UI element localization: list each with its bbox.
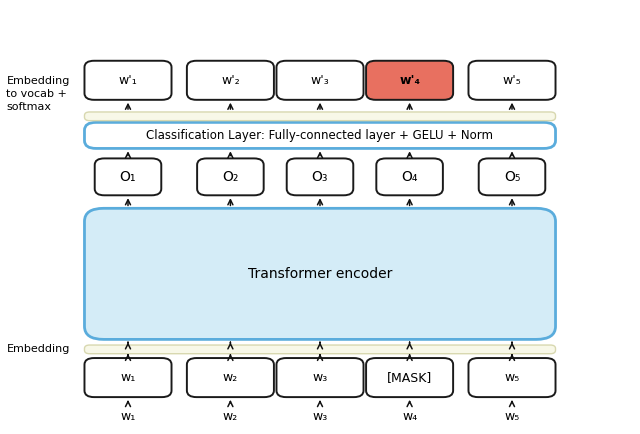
Text: w₃: w₃ [312,410,328,423]
Text: Embedding: Embedding [6,344,70,355]
FancyBboxPatch shape [197,158,264,195]
FancyBboxPatch shape [468,61,556,100]
FancyBboxPatch shape [366,61,453,100]
Text: w₁: w₁ [120,371,136,384]
Text: w'₅: w'₅ [502,74,522,87]
Text: O₃: O₃ [312,170,328,184]
FancyBboxPatch shape [468,358,556,397]
FancyBboxPatch shape [84,358,172,397]
FancyBboxPatch shape [366,358,453,397]
Text: w₄: w₄ [402,410,417,423]
FancyBboxPatch shape [276,358,364,397]
FancyBboxPatch shape [84,61,172,100]
Text: w₂: w₂ [223,410,238,423]
FancyBboxPatch shape [84,208,556,339]
FancyBboxPatch shape [187,358,274,397]
Text: O₅: O₅ [504,170,520,184]
Text: w₁: w₁ [120,410,136,423]
Text: Embedding
to vocab +
softmax: Embedding to vocab + softmax [6,76,70,112]
Text: O₁: O₁ [120,170,136,184]
Text: w₅: w₅ [504,371,520,384]
Text: Classification Layer: Fully-connected layer + GELU + Norm: Classification Layer: Fully-connected la… [147,129,493,142]
FancyBboxPatch shape [95,158,161,195]
Text: O₄: O₄ [401,170,418,184]
Text: w'₄: w'₄ [399,74,420,87]
FancyBboxPatch shape [479,158,545,195]
Text: w'₂: w'₂ [221,74,240,87]
Text: [MASK]: [MASK] [387,371,432,384]
Text: w₃: w₃ [312,371,328,384]
Text: w'₁: w'₁ [118,74,138,87]
FancyBboxPatch shape [84,345,556,354]
Text: w'₃: w'₃ [310,74,330,87]
Text: O₂: O₂ [222,170,239,184]
FancyBboxPatch shape [276,61,364,100]
Text: Transformer encoder: Transformer encoder [248,267,392,281]
FancyBboxPatch shape [84,122,556,148]
FancyBboxPatch shape [376,158,443,195]
Text: w₂: w₂ [223,371,238,384]
Text: w₅: w₅ [504,410,520,423]
FancyBboxPatch shape [287,158,353,195]
FancyBboxPatch shape [187,61,274,100]
FancyBboxPatch shape [84,112,556,121]
